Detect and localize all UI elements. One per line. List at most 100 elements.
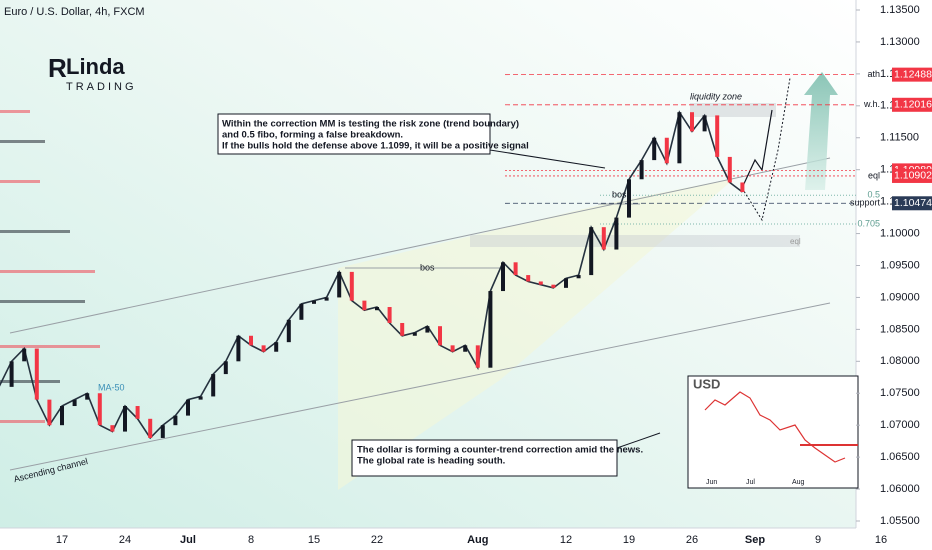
channel-lower: [9, 302, 831, 471]
candle: [702, 115, 707, 132]
eql-zone: [470, 235, 800, 247]
level-name: ath: [867, 69, 880, 79]
inset-month: Jul: [746, 479, 755, 486]
candle: [286, 319, 291, 343]
level-price: 1.12016: [894, 99, 932, 111]
volume-profile: [0, 110, 100, 423]
y-tick-label: 1.06000: [880, 483, 920, 495]
candle: [349, 271, 354, 301]
path-arrow-dotted: [741, 77, 791, 222]
candle: [299, 303, 304, 320]
candle: [148, 418, 153, 438]
annotation-label: MA-50: [98, 382, 125, 392]
candle: [740, 182, 745, 193]
candle: [211, 374, 216, 397]
candle: [715, 115, 720, 157]
candle: [47, 399, 52, 426]
note-pointer: [489, 149, 606, 169]
candle: [123, 406, 127, 432]
inset-line: [704, 391, 846, 463]
y-tick-label: 1.06500: [880, 451, 920, 463]
price-line: [0, 110, 743, 440]
level-badge: [892, 168, 932, 183]
candle: [463, 345, 468, 352]
liquidity-zone: [690, 103, 776, 117]
note-box: [351, 439, 618, 477]
annotation-label: liquidity zone: [690, 91, 742, 101]
y-tick-label: 1.11500: [880, 132, 919, 144]
level-price: 1.10474: [894, 197, 932, 209]
note-text: If the bulls hold the defense above 1.10…: [222, 141, 529, 152]
level-badge: [892, 97, 932, 112]
candle: [652, 137, 657, 161]
candle: [72, 399, 77, 407]
level-price: 1.12488: [894, 68, 932, 80]
candle: [677, 112, 682, 164]
candle: [85, 393, 90, 400]
candle: [627, 179, 631, 218]
candle: [135, 406, 140, 419]
fib-label: 0.5: [867, 190, 880, 200]
note-box: [217, 113, 491, 155]
x-tick-label: Jul: [180, 534, 196, 546]
level-name: eql: [868, 170, 880, 180]
level-price: 1.10902: [894, 170, 932, 182]
candle: [362, 300, 367, 311]
candle: [198, 396, 203, 400]
inset-title: USD: [693, 376, 720, 391]
note-text: Within the correction MM is testing the …: [222, 119, 519, 130]
candle: [538, 281, 543, 285]
candle: [488, 291, 493, 368]
y-tick-label: 1.07000: [880, 419, 920, 431]
triangle-zone: [338, 178, 735, 490]
note-text: The dollar is forming a counter-trend co…: [357, 445, 643, 456]
candle: [236, 335, 241, 362]
candle: [249, 335, 253, 346]
inset: [687, 375, 859, 489]
note-text: The global rate is heading south.: [357, 456, 505, 467]
y-tick-label: 1.09500: [880, 259, 920, 271]
y-tick-label: 1.09000: [880, 291, 920, 303]
candle: [614, 217, 619, 250]
candle: [501, 262, 505, 292]
x-tick-label: Aug: [467, 534, 488, 546]
candle: [97, 393, 102, 426]
x-tick-label: 12: [560, 534, 572, 546]
note-pointer: [616, 432, 661, 449]
annotation-label: bos: [420, 262, 435, 272]
up-arrow: [804, 72, 838, 190]
candle: [34, 348, 39, 400]
note-text: and 0.5 fibo, forming a false breakdown.: [222, 130, 403, 141]
y-tick-label: 1.13000: [880, 36, 920, 48]
candle: [387, 307, 392, 323]
candle: [110, 425, 115, 432]
annotation-label: bos: [612, 189, 627, 199]
x-tick-label: 17: [56, 534, 68, 546]
chart-title: Euro / U.S. Dollar, 4h, FXCM: [4, 6, 145, 18]
candle: [173, 415, 178, 426]
candle: [400, 322, 405, 336]
level-badge: [892, 196, 932, 211]
x-tick-label: 22: [371, 534, 383, 546]
candle: [160, 425, 165, 438]
candle: [60, 406, 64, 426]
candle: [526, 275, 531, 282]
candle: [564, 278, 568, 288]
inset-month: Aug: [792, 479, 805, 486]
channel-upper: [9, 157, 831, 334]
candle: [425, 326, 430, 333]
logo-name: Linda: [66, 54, 125, 79]
candle: [664, 137, 669, 164]
candle: [589, 227, 594, 276]
logo-r: R: [48, 53, 67, 83]
candle: [690, 112, 694, 132]
y-tick-label: 1.05500: [880, 515, 920, 527]
candle: [727, 156, 732, 183]
candle: [186, 399, 190, 416]
x-tick-label: 15: [308, 534, 320, 546]
candle: [601, 227, 606, 250]
annotation-label: eql: [790, 237, 801, 246]
fib-label: 0.705: [857, 218, 880, 228]
candle: [375, 307, 379, 311]
